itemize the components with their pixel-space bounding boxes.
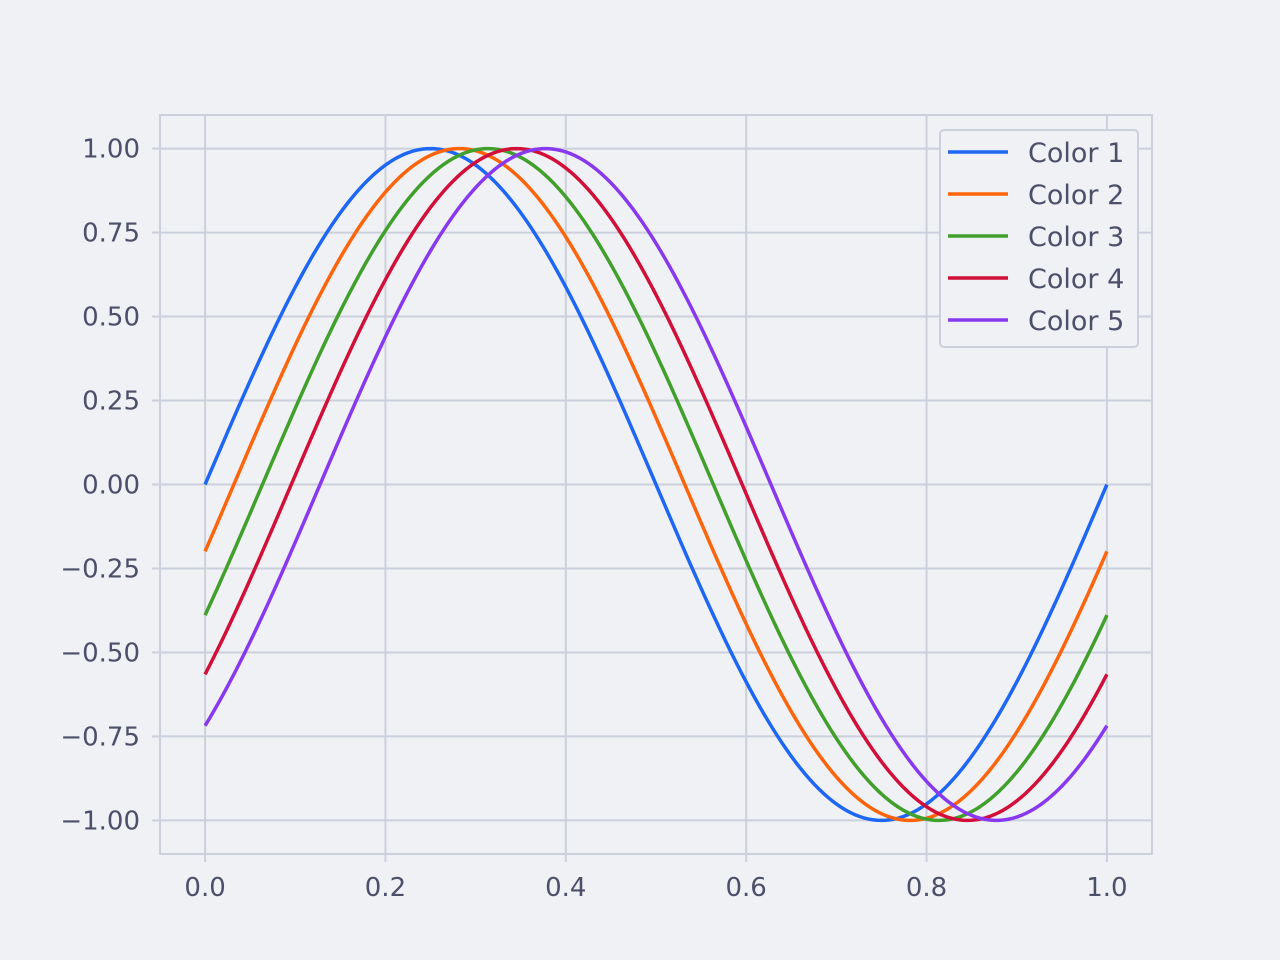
x-tick-label: 0.2 — [365, 873, 406, 903]
legend-label-1: Color 1 — [1028, 138, 1124, 169]
y-tick-label: 0.50 — [82, 303, 140, 333]
y-tick-label: 0.25 — [82, 387, 140, 417]
y-tick-label: −0.25 — [60, 554, 140, 584]
plot-area-frame — [159, 114, 1153, 855]
x-tick-label: 0.0 — [184, 873, 225, 903]
legend-label-5: Color 5 — [1028, 306, 1124, 337]
y-tick-label: −0.50 — [60, 638, 140, 668]
series-line-4 — [203, 146, 1109, 823]
legend-label-4: Color 4 — [1028, 264, 1124, 295]
y-tick-label: 0.00 — [82, 471, 140, 501]
tick-labels: 0.0 0.2 0.4 0.6 0.8 1.0 1.00 0.75 0.50 0.25 0.00 −0… — [60, 135, 1127, 903]
x-tick-label: 0.8 — [906, 873, 947, 903]
x-tick-label: 0.6 — [726, 873, 767, 903]
series-line-1 — [203, 146, 1109, 823]
series-lines — [203, 146, 1109, 823]
series-line-5 — [203, 146, 1109, 823]
legend-box — [939, 129, 1139, 348]
x-tick-label: 1.0 — [1086, 873, 1127, 903]
legend-label-3: Color 3 — [1028, 222, 1124, 253]
legend: Color 1 Color 2 Color 3 Color 4 Color 5 — [939, 129, 1139, 348]
series-line-2 — [203, 146, 1109, 823]
y-tick-label: −1.00 — [60, 806, 140, 836]
y-tick-label: −0.75 — [60, 722, 140, 752]
x-tick-label: 0.4 — [545, 873, 586, 903]
y-tick-label: 0.75 — [82, 219, 140, 249]
y-tick-label: 1.00 — [82, 135, 140, 165]
legend-label-2: Color 2 — [1028, 180, 1124, 211]
